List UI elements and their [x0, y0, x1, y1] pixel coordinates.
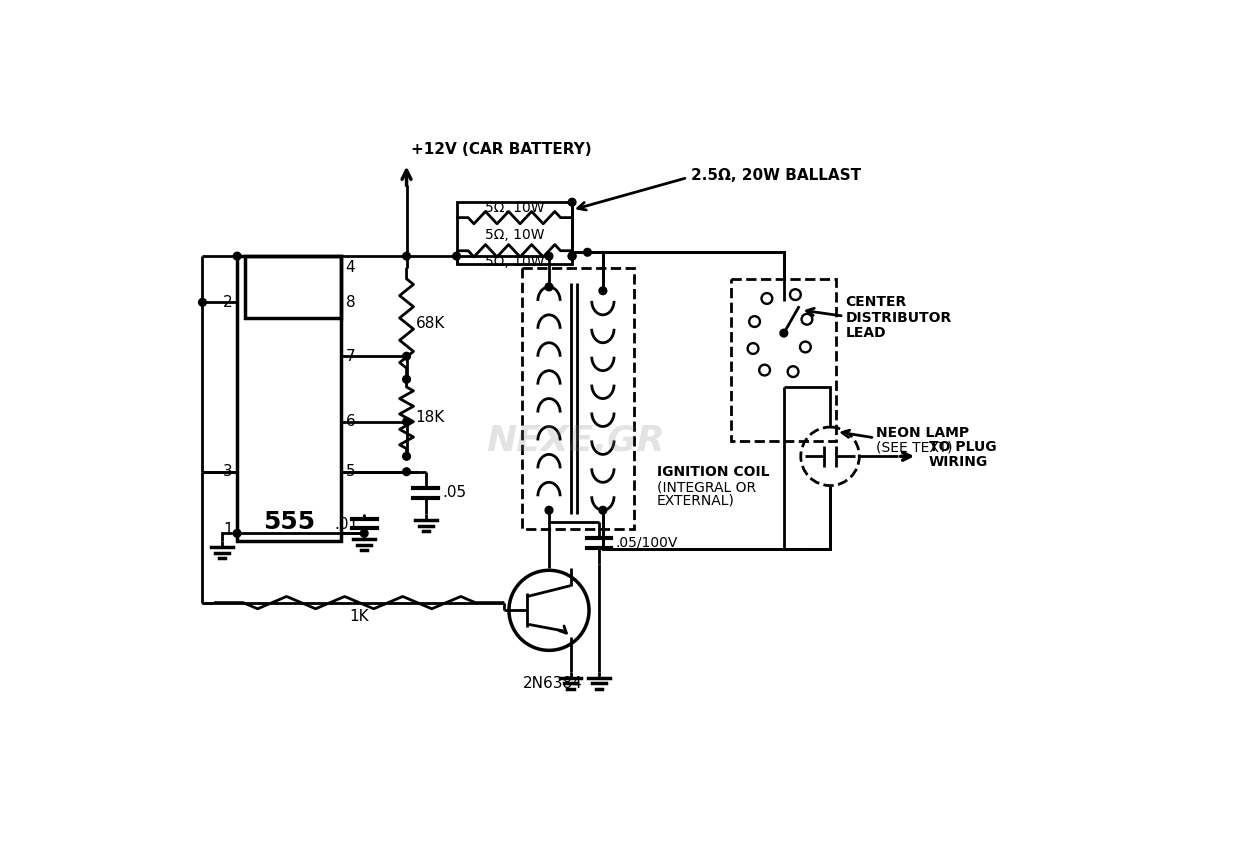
Text: 4: 4 [345, 260, 355, 275]
Text: EXTERNAL): EXTERNAL) [657, 494, 735, 508]
Bar [731, 279, 836, 441]
Circle shape [403, 352, 411, 360]
Circle shape [568, 252, 577, 260]
Text: DISTRIBUTOR: DISTRIBUTOR [845, 311, 952, 325]
Text: 2N6384: 2N6384 [522, 676, 583, 691]
Circle shape [360, 529, 368, 537]
Circle shape [568, 252, 577, 260]
Bar [237, 256, 342, 541]
Text: 68K: 68K [416, 316, 445, 330]
Circle shape [234, 252, 241, 260]
Circle shape [584, 248, 592, 256]
Text: (INTEGRAL OR: (INTEGRAL OR [657, 480, 756, 494]
Circle shape [403, 468, 411, 476]
Text: .05/100V: .05/100V [615, 535, 678, 550]
Circle shape [403, 252, 411, 260]
Text: (SEE TEXT): (SEE TEXT) [877, 440, 953, 454]
Text: WIRING: WIRING [928, 455, 988, 470]
Text: 2.5Ω, 20W BALLAST: 2.5Ω, 20W BALLAST [692, 168, 862, 183]
Text: .01: .01 [334, 517, 358, 532]
Circle shape [545, 506, 553, 514]
Text: 5Ω, 10W: 5Ω, 10W [485, 254, 544, 269]
Circle shape [599, 287, 607, 294]
Text: TO PLUG: TO PLUG [928, 440, 996, 454]
Circle shape [403, 375, 411, 383]
Text: NEON LAMP: NEON LAMP [877, 426, 970, 440]
Text: 5: 5 [345, 464, 355, 479]
Bar [457, 203, 571, 264]
Text: 8: 8 [345, 294, 355, 310]
Circle shape [568, 198, 577, 206]
Circle shape [452, 252, 461, 260]
Text: 555: 555 [263, 510, 315, 534]
Bar [245, 256, 342, 317]
Text: +12V (CAR BATTERY): +12V (CAR BATTERY) [411, 142, 592, 157]
Text: 1: 1 [222, 522, 232, 537]
Circle shape [198, 299, 206, 306]
Text: LEAD: LEAD [845, 326, 885, 340]
Text: .05: .05 [442, 485, 467, 500]
Circle shape [780, 329, 788, 337]
Circle shape [599, 506, 607, 514]
Text: 3: 3 [222, 464, 232, 479]
Text: 18K: 18K [416, 410, 445, 426]
Text: 1K: 1K [349, 609, 369, 624]
Bar [522, 268, 634, 529]
Text: IGNITION COIL: IGNITION COIL [657, 465, 769, 479]
Circle shape [545, 283, 553, 291]
Text: NEXE.GR: NEXE.GR [486, 424, 666, 458]
Circle shape [545, 252, 553, 260]
Circle shape [403, 418, 411, 426]
Text: 6: 6 [345, 414, 355, 429]
Circle shape [403, 453, 411, 460]
Text: 7: 7 [345, 349, 355, 363]
Text: 5Ω, 10W: 5Ω, 10W [485, 202, 544, 215]
Text: CENTER: CENTER [845, 295, 907, 309]
Circle shape [234, 529, 241, 537]
Text: 2: 2 [222, 294, 232, 310]
Text: 5Ω, 10W: 5Ω, 10W [485, 227, 544, 242]
